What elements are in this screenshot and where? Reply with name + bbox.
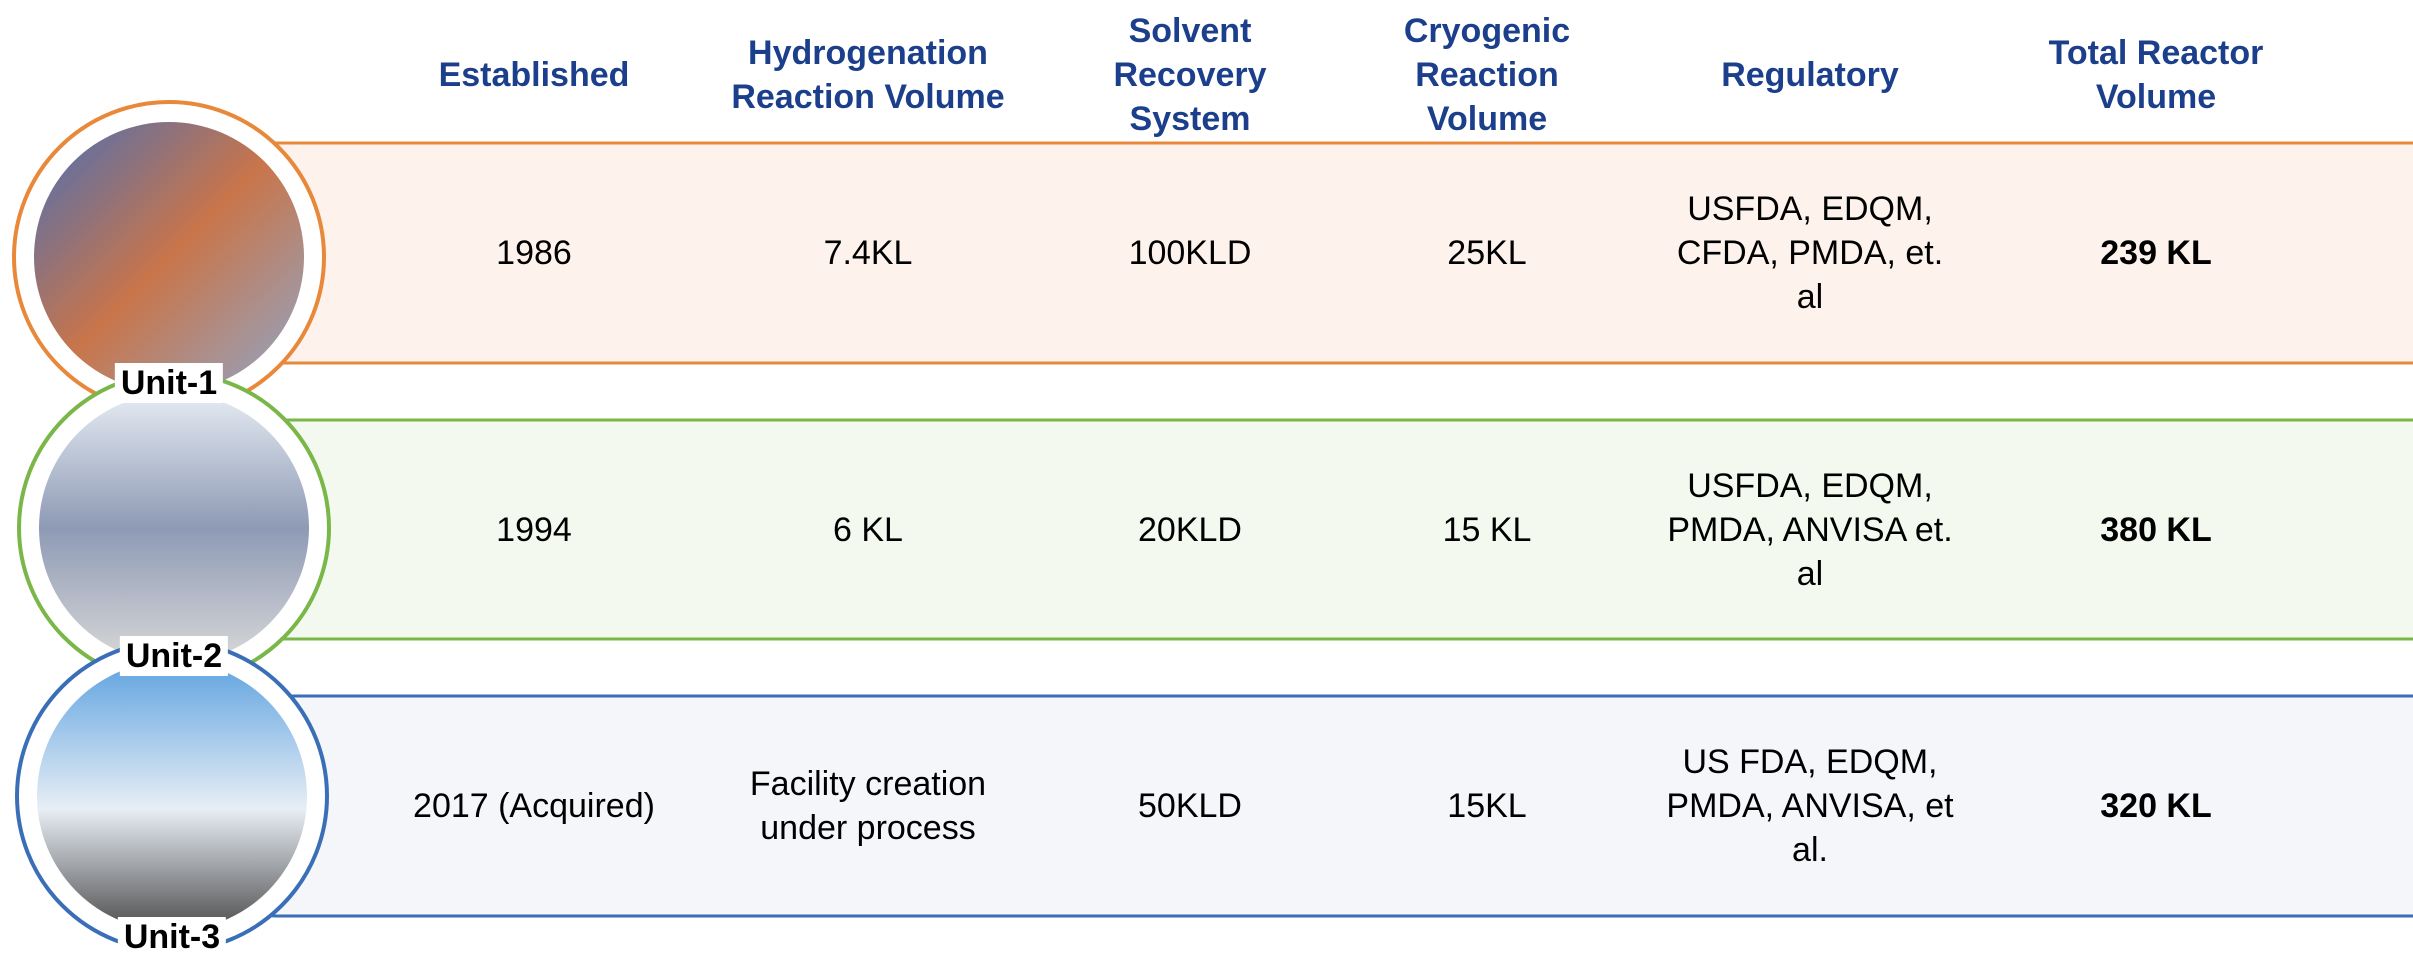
unit-label: Unit-2 xyxy=(120,636,228,676)
unit-photo xyxy=(39,393,309,663)
cell: 7.4KL xyxy=(723,231,1013,275)
cell: 320 KL xyxy=(2026,784,2286,828)
cell: 25KL xyxy=(1367,231,1607,275)
column-header: Regulatory xyxy=(1680,53,1940,97)
cell: US FDA, EDQM, PMDA, ANVISA, et al. xyxy=(1665,740,1955,872)
cell: USFDA, EDQM, CFDA, PMDA, et. al xyxy=(1665,187,1955,319)
unit-photo xyxy=(37,661,307,931)
cell: 239 KL xyxy=(2026,231,2286,275)
slide: (() => { const data = JSON.parse(documen… xyxy=(0,0,2413,951)
cell: 2017 (Acquired) xyxy=(384,784,684,828)
column-header: Established xyxy=(404,53,664,97)
cell: 20KLD xyxy=(1060,508,1320,552)
unit-label: Unit-1 xyxy=(115,363,223,403)
cell: USFDA, EDQM, PMDA, ANVISA et. al xyxy=(1665,464,1955,596)
cell: 15 KL xyxy=(1367,508,1607,552)
column-header: Hydrogenation Reaction Volume xyxy=(703,31,1033,119)
cell: 100KLD xyxy=(1060,231,1320,275)
column-header: Solvent Recovery System xyxy=(1090,9,1290,141)
cell: 1986 xyxy=(384,231,684,275)
column-header: Total Reactor Volume xyxy=(2026,31,2286,119)
cell: Facility creation under process xyxy=(723,762,1013,850)
cell: 380 KL xyxy=(2026,508,2286,552)
column-header: Cryogenic Reaction Volume xyxy=(1387,9,1587,141)
cell: 15KL xyxy=(1367,784,1607,828)
cell: 50KLD xyxy=(1060,784,1320,828)
cell: 6 KL xyxy=(723,508,1013,552)
unit-photo xyxy=(34,122,304,392)
unit-label: Unit-3 xyxy=(118,917,226,957)
cell: 1994 xyxy=(384,508,684,552)
